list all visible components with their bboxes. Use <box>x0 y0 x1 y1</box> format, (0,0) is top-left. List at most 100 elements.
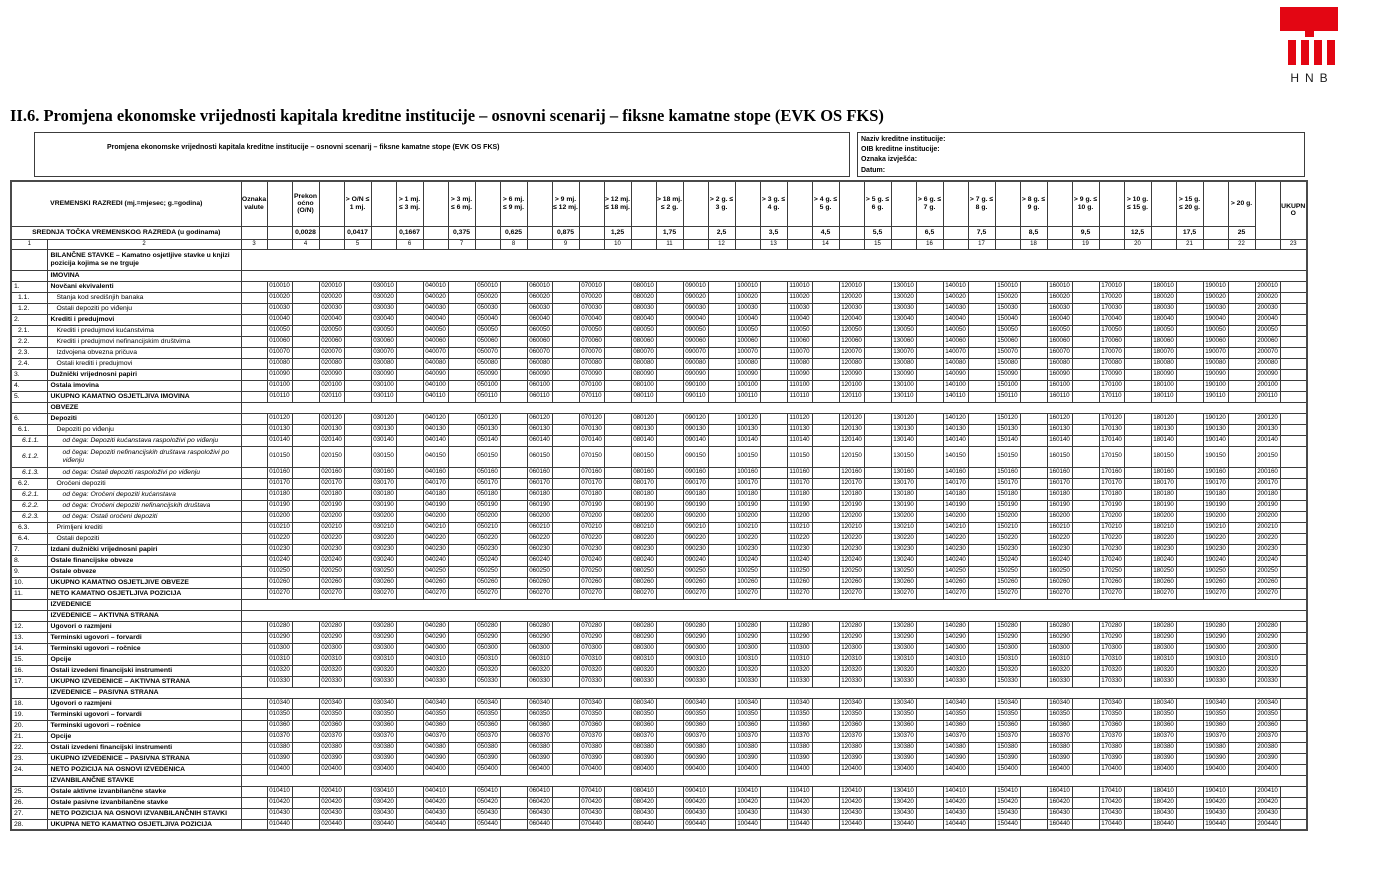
position-code-cell: 050380 <box>474 741 501 754</box>
value-cell <box>1071 796 1100 809</box>
value-cell <box>551 368 580 381</box>
value-cell <box>291 664 320 677</box>
value-cell <box>863 291 892 304</box>
value-cell <box>447 565 476 578</box>
row-label: Depoziti <box>46 412 242 425</box>
value-cell <box>1123 807 1152 820</box>
value-cell <box>1279 466 1308 479</box>
value-cell <box>551 752 580 765</box>
value-cell <box>551 302 580 315</box>
value-cell <box>551 280 580 293</box>
position-code-cell: 070090 <box>578 368 605 381</box>
position-code-cell: 160440 <box>1046 818 1073 831</box>
value-cell <box>707 445 736 468</box>
position-code-cell: 140240 <box>942 554 969 567</box>
value-cell <box>343 708 372 721</box>
value-cell <box>863 576 892 589</box>
position-code-cell: 190020 <box>1202 291 1229 304</box>
position-code-cell: 070230 <box>578 543 605 556</box>
value-cell <box>759 368 788 381</box>
value-cell <box>915 730 944 743</box>
code-column-spacer <box>1046 238 1073 250</box>
row-number: 13. <box>10 631 48 644</box>
position-code-cell: 100310 <box>734 653 761 666</box>
value-cell <box>1019 412 1048 425</box>
position-code-cell: 030160 <box>370 466 397 479</box>
position-code-cell: 110310 <box>786 653 813 666</box>
value-cell <box>1175 664 1204 677</box>
position-code-cell: 030320 <box>370 664 397 677</box>
value-cell <box>1227 434 1256 447</box>
row-label: od čega: Oročeni depoziti kućanstava <box>46 488 242 501</box>
currency-cell <box>240 532 268 545</box>
position-code-cell: 020070 <box>318 346 345 359</box>
value-cell <box>291 357 320 370</box>
position-code-cell: 020060 <box>318 335 345 348</box>
position-code-cell: 130270 <box>890 587 917 600</box>
value-cell <box>1227 532 1256 545</box>
position-code-cell: 020110 <box>318 390 345 403</box>
value-cell <box>1279 521 1308 534</box>
bucket-header: > 10 g. ≤ 15 g. <box>1123 180 1152 227</box>
position-code-cell: 110200 <box>786 510 813 523</box>
value-cell <box>447 554 476 567</box>
position-code-cell: 030390 <box>370 752 397 765</box>
position-code-cell: 130260 <box>890 576 917 589</box>
position-code-cell: 080420 <box>630 796 657 809</box>
value-cell <box>395 587 424 600</box>
value-cell <box>291 466 320 479</box>
position-code-cell: 120220 <box>838 532 865 545</box>
value-cell <box>655 708 684 721</box>
value-cell <box>967 818 996 831</box>
position-code-cell: 100200 <box>734 510 761 523</box>
value-cell <box>811 335 840 348</box>
position-code-cell: 010050 <box>266 324 293 337</box>
value-cell <box>1279 708 1308 721</box>
position-code-cell: 070120 <box>578 412 605 425</box>
value-cell <box>447 302 476 315</box>
code-column-spacer <box>682 180 709 227</box>
bucket-header: > 5 g. ≤ 6 g. <box>863 180 892 227</box>
position-code-cell: 070140 <box>578 434 605 447</box>
code-column-spacer <box>630 180 657 227</box>
value-cell <box>707 390 736 403</box>
value-cell <box>395 477 424 490</box>
position-code-cell: 150230 <box>994 543 1021 556</box>
value-cell <box>291 313 320 326</box>
position-code-cell: 100150 <box>734 445 761 468</box>
position-code-cell: 110350 <box>786 708 813 721</box>
value-cell <box>707 785 736 798</box>
position-code-cell: 090310 <box>682 653 709 666</box>
bucket-header: > 7 g. ≤ 8 g. <box>967 180 996 227</box>
value-cell <box>1071 543 1100 556</box>
position-code-cell: 100110 <box>734 390 761 403</box>
value-cell <box>1279 631 1308 644</box>
value-cell <box>967 752 996 765</box>
value-cell <box>1279 554 1308 567</box>
value-cell <box>811 390 840 403</box>
value-cell <box>603 642 632 655</box>
position-code-cell: 130090 <box>890 368 917 381</box>
position-code-cell: 020010 <box>318 280 345 293</box>
bucket-header: > 8 g. ≤ 9 g. <box>1019 180 1048 227</box>
row-label: Ostali krediti i predujmovi <box>46 357 242 370</box>
position-code-cell: 140370 <box>942 730 969 743</box>
position-code-cell: 060100 <box>526 379 553 392</box>
position-code-cell: 190320 <box>1202 664 1229 677</box>
currency-cell <box>240 445 268 468</box>
position-code-cell: 060140 <box>526 434 553 447</box>
value-cell <box>343 620 372 633</box>
position-code-cell: 190100 <box>1202 379 1229 392</box>
value-cell <box>551 357 580 370</box>
value-cell <box>967 664 996 677</box>
code-column-spacer <box>682 238 709 250</box>
value-cell <box>1175 565 1204 578</box>
value-cell <box>1123 565 1152 578</box>
bucket-header: > 9 g. ≤ 10 g. <box>1071 180 1100 227</box>
value-cell <box>1175 488 1204 501</box>
value-cell <box>967 565 996 578</box>
value-cell <box>1071 807 1100 820</box>
value-cell <box>1019 368 1048 381</box>
value-cell <box>1175 785 1204 798</box>
bucket-midpoint: 7,5 <box>967 225 996 240</box>
